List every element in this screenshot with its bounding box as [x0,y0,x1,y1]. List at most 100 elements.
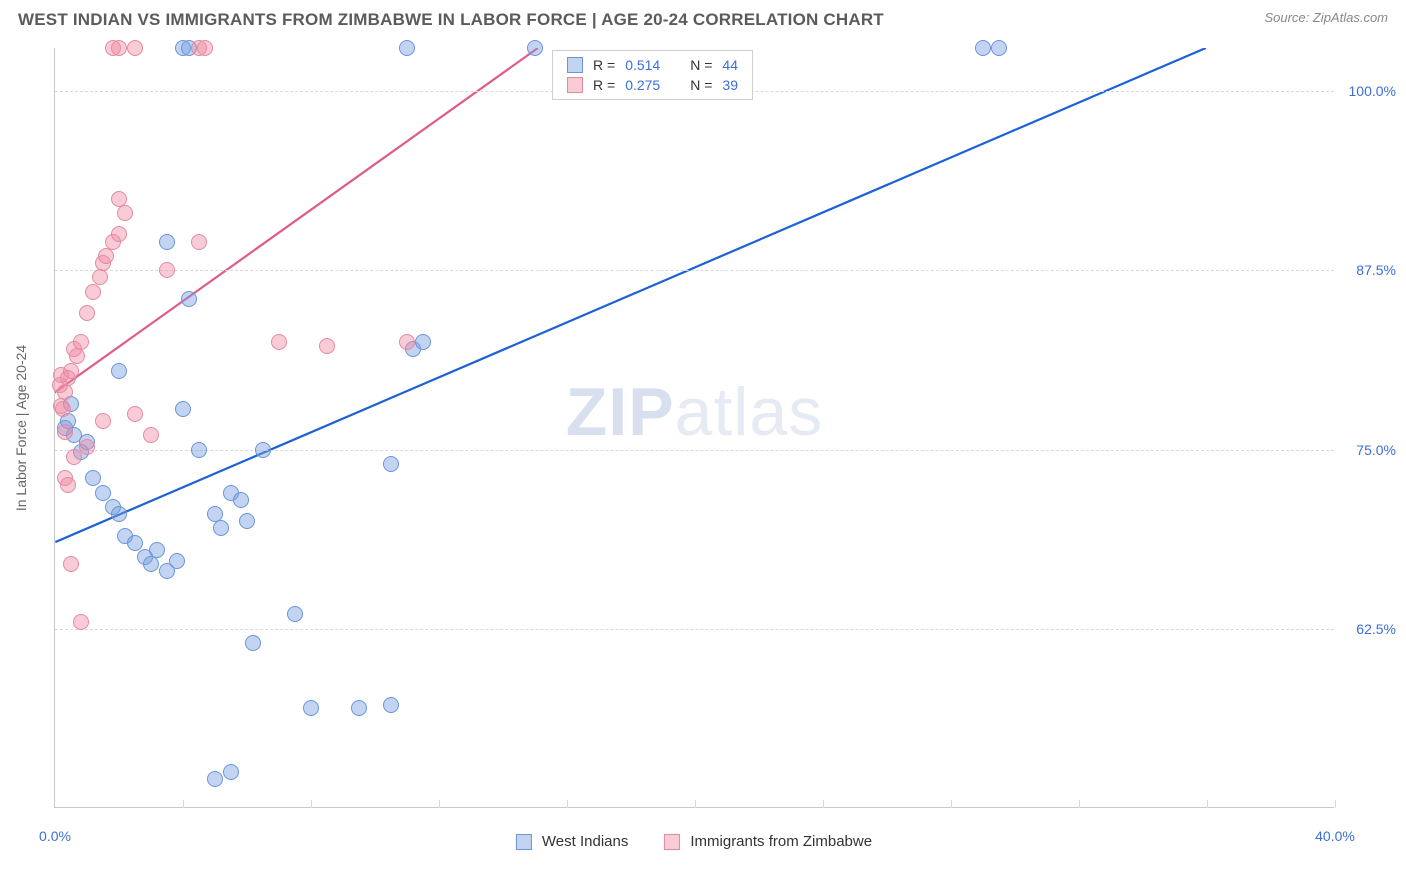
legend-label: Immigrants from Zimbabwe [690,833,872,850]
data-point [415,334,431,350]
x-tick-label: 40.0% [1315,828,1355,844]
data-point [191,234,207,250]
data-point [85,284,101,300]
data-point [73,614,89,630]
data-point [111,40,127,56]
data-point [143,427,159,443]
x-tick-mark [1079,800,1080,808]
data-point [233,492,249,508]
x-tick-mark [823,800,824,808]
data-point [159,234,175,250]
data-point [303,700,319,716]
data-point [175,401,191,417]
data-point [92,269,108,285]
watermark-zip: ZIP [566,374,675,450]
x-tick-mark [183,800,184,808]
stats-legend-row: R =0.514N =44 [553,55,752,75]
stat-n-label: N = [690,57,712,73]
trend-line [55,48,1205,542]
data-point [383,697,399,713]
gridline-horizontal [55,629,1334,630]
legend-swatch [516,834,532,850]
data-point [271,334,287,350]
chart-title: WEST INDIAN VS IMMIGRANTS FROM ZIMBABWE … [18,10,884,30]
data-point [73,334,89,350]
x-tick-mark [951,800,952,808]
stat-n-label: N = [690,77,712,93]
trend-lines-layer [55,48,1334,807]
stat-r-value: 0.514 [625,57,660,73]
data-point [111,506,127,522]
data-point [991,40,1007,56]
data-point [239,513,255,529]
data-point [53,367,69,383]
data-point [85,470,101,486]
data-point [255,442,271,458]
data-point [213,520,229,536]
chart-source: Source: ZipAtlas.com [1264,10,1388,25]
data-point [69,348,85,364]
data-point [57,424,73,440]
legend-swatch [567,77,583,93]
data-point [383,456,399,472]
data-point [181,291,197,307]
y-tick-label: 62.5% [1356,621,1396,637]
data-point [111,363,127,379]
data-point [127,535,143,551]
data-point [207,771,223,787]
stat-r-value: 0.275 [625,77,660,93]
data-point [79,439,95,455]
data-point [63,556,79,572]
chart-header: WEST INDIAN VS IMMIGRANTS FROM ZIMBABWE … [0,0,1406,36]
data-point [351,700,367,716]
data-point [197,40,213,56]
data-point [55,401,71,417]
correlation-scatter-chart: In Labor Force | Age 20-24 ZIPatlas 62.5… [54,48,1334,808]
stats-legend-row: R =0.275N =39 [553,75,752,95]
x-tick-label: 0.0% [39,828,71,844]
x-tick-mark [311,800,312,808]
gridline-horizontal [55,450,1334,451]
gridline-horizontal [55,270,1334,271]
x-tick-mark [1207,800,1208,808]
legend-swatch [664,834,680,850]
x-tick-mark [695,800,696,808]
data-point [95,485,111,501]
data-point [95,413,111,429]
data-point [527,40,543,56]
data-point [117,205,133,221]
stats-legend: R =0.514N =44R =0.275N =39 [552,50,753,100]
data-point [143,556,159,572]
data-point [319,338,335,354]
x-tick-mark [567,800,568,808]
data-point [98,248,114,264]
plot-area: In Labor Force | Age 20-24 ZIPatlas 62.5… [54,48,1334,808]
watermark: ZIPatlas [566,373,823,451]
data-point [975,40,991,56]
legend-swatch [567,57,583,73]
stat-n-value: 44 [722,57,738,73]
x-tick-mark [439,800,440,808]
data-point [149,542,165,558]
data-point [245,635,261,651]
data-point [223,764,239,780]
data-point [111,191,127,207]
y-axis-title: In Labor Force | Age 20-24 [13,344,29,510]
legend-label: West Indians [542,833,628,850]
watermark-atlas: atlas [675,374,824,450]
data-point [111,226,127,242]
series-legend: West Indians Immigrants from Zimbabwe [516,833,872,850]
y-tick-label: 87.5% [1356,262,1396,278]
y-tick-label: 100.0% [1349,83,1396,99]
data-point [60,477,76,493]
data-point [79,305,95,321]
legend-item: West Indians [516,833,628,850]
x-tick-mark [1335,800,1336,808]
stat-r-label: R = [593,77,615,93]
data-point [127,40,143,56]
trend-line [55,48,538,399]
data-point [399,40,415,56]
data-point [399,334,415,350]
data-point [159,262,175,278]
y-tick-label: 75.0% [1356,442,1396,458]
